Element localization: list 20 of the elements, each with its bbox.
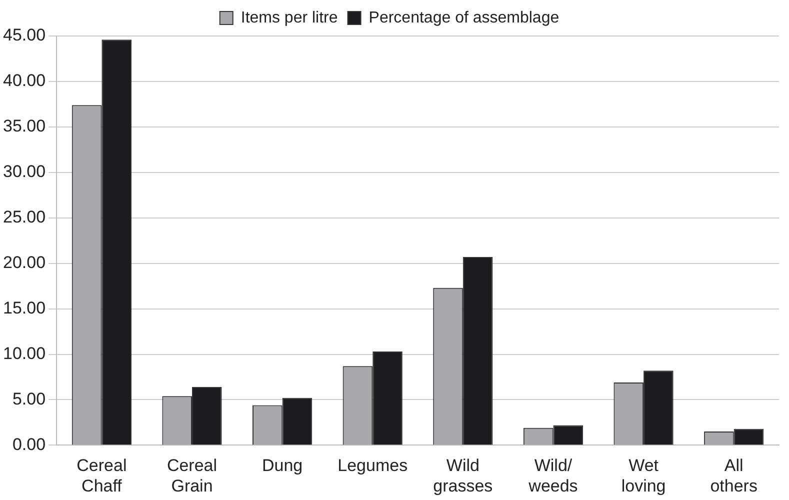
- x-tick-label: Wild/ weeds: [528, 456, 578, 496]
- x-tick-label: Cereal Grain: [166, 456, 218, 496]
- x-tick-label: Wet loving: [621, 456, 666, 496]
- x-tick-label: Cereal Chaff: [76, 456, 127, 496]
- y-tick-label: 45.00: [2, 26, 46, 45]
- y-tick-label: 5.00: [12, 389, 46, 408]
- x-tick-label: Wild grasses: [433, 456, 493, 496]
- x-tick-label: All others: [710, 456, 758, 496]
- y-tick-label: 10.00: [2, 344, 46, 363]
- y-tick-label: 15.00: [2, 298, 46, 318]
- legend-label: Percentage of assemblage: [368, 9, 560, 26]
- y-tick-label: 30.00: [2, 162, 46, 182]
- y-tick-label: 35.00: [2, 116, 46, 136]
- y-tick-label: 20.00: [2, 253, 46, 272]
- x-tick-label: Legumes: [338, 456, 408, 476]
- y-tick-label: 25.00: [2, 208, 46, 227]
- x-tick-label: Dung: [262, 456, 303, 476]
- legend-label: Items per litre: [240, 9, 338, 26]
- y-tick-label: 40.00: [2, 71, 46, 90]
- y-tick-label: 0.00: [12, 434, 46, 454]
